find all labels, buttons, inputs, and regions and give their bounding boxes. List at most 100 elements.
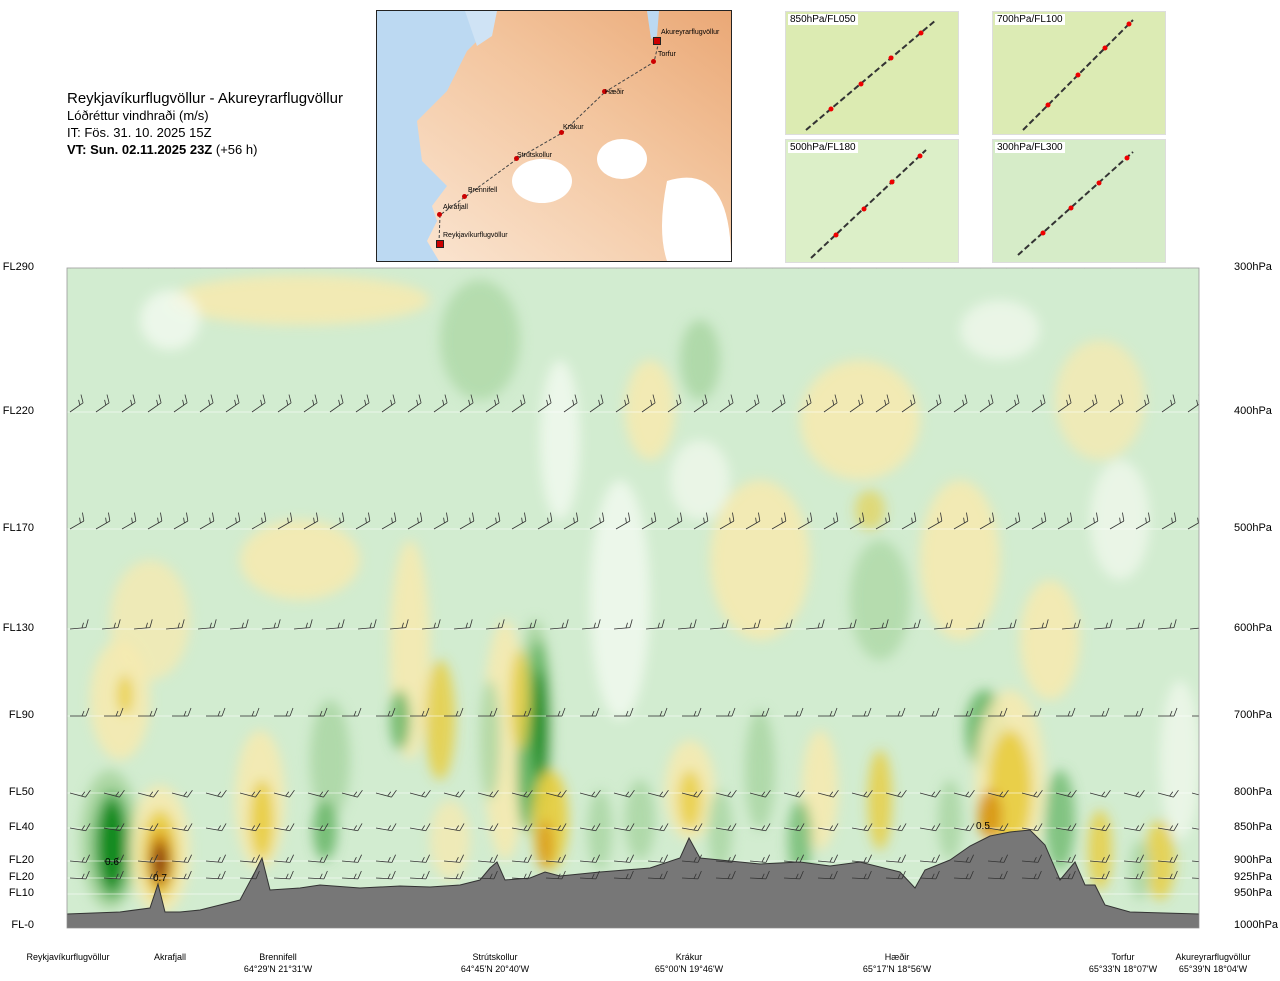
minimap-500[interactable]: 500hPa/FL180	[785, 139, 959, 263]
wind-barb	[355, 394, 370, 413]
minimap-850[interactable]: 850hPa/FL050	[785, 11, 959, 135]
map-marker-torfur	[651, 59, 656, 64]
vertical-wind-contour	[625, 360, 675, 460]
wind-barb	[1157, 823, 1179, 832]
wind-barb	[342, 707, 362, 717]
flight-level-label: FL170	[2, 522, 34, 534]
vertical-wind-contour	[680, 320, 720, 400]
wind-barb	[69, 854, 90, 863]
wind-barb	[615, 394, 630, 413]
vertical-wind-contour	[708, 790, 732, 870]
wind-barb	[1057, 512, 1073, 530]
wind-barb	[849, 512, 865, 530]
map-marker-brennifell	[462, 194, 467, 199]
wind-barb	[771, 268, 785, 269]
vertical-wind-contour	[1020, 580, 1080, 700]
pressure-level-label: 900hPa	[1234, 854, 1272, 866]
flight-level-label: FL50	[8, 786, 34, 798]
wind-barb	[433, 394, 448, 413]
vertical-wind-contour	[920, 480, 1000, 640]
wind-barb	[987, 789, 1009, 798]
wind-barb	[1191, 877, 1199, 880]
vertical-wind-contour	[99, 800, 125, 890]
wind-barb	[1055, 854, 1076, 863]
wind-barb	[104, 707, 124, 717]
wind-barb	[511, 512, 527, 530]
wind-barb	[783, 823, 805, 832]
flight-level-label: FL130	[2, 622, 34, 634]
wind-barb	[1005, 268, 1019, 269]
wind-barb	[579, 789, 601, 798]
wind-barb	[549, 619, 569, 630]
wind-barb	[1029, 619, 1049, 630]
wind-barb	[613, 854, 634, 863]
minimap-700[interactable]: 700hPa/FL100	[992, 11, 1166, 135]
wind-barb	[1090, 707, 1110, 717]
wind-barb	[389, 619, 409, 630]
vertical-wind-contour	[430, 800, 470, 880]
wind-barb	[95, 512, 111, 530]
wind-barb	[1021, 823, 1043, 832]
wind-barb	[341, 854, 362, 863]
wind-barb	[885, 854, 906, 863]
wind-barb	[95, 394, 110, 413]
vertical-wind-contour	[1055, 340, 1145, 460]
wind-barb	[147, 394, 162, 413]
wind-barb	[205, 789, 227, 798]
wind-barb	[1125, 619, 1145, 630]
wind-barb	[239, 823, 261, 832]
map-marker-rvk	[436, 240, 444, 248]
wind-barb	[563, 512, 579, 530]
station-label: Hæðir 65°17'N 18°56'W	[862, 952, 932, 974]
minimap-label: 850hPa/FL050	[788, 14, 858, 25]
wind-barb	[823, 394, 838, 413]
station-label: Krákur 65°00'N 19°46'W	[654, 952, 724, 974]
wind-barb	[341, 870, 362, 880]
wind-barb	[901, 512, 917, 530]
wind-barb	[885, 870, 906, 880]
wind-barb	[138, 707, 158, 717]
vertical-wind-contour	[425, 660, 455, 780]
wind-barb	[849, 268, 863, 269]
wind-barb	[173, 268, 187, 269]
wind-barb	[407, 512, 423, 530]
wind-barb	[307, 789, 329, 798]
wind-barb	[784, 707, 804, 717]
wind-barb	[225, 268, 239, 269]
wind-barb	[749, 854, 770, 863]
wind-barb	[1191, 827, 1199, 832]
wind-barb	[251, 268, 265, 269]
wind-barb	[171, 789, 193, 798]
wind-barb	[546, 707, 566, 717]
wind-barb	[375, 854, 396, 863]
vertical-wind-contour	[678, 770, 702, 830]
wind-barb	[927, 512, 943, 530]
vertical-wind-contour	[588, 790, 612, 870]
wind-barb	[147, 268, 161, 269]
wind-barb	[875, 268, 889, 269]
vertical-wind-contour	[978, 790, 1002, 840]
wind-barb	[70, 707, 90, 717]
wind-barb	[277, 512, 293, 530]
wind-barb	[745, 268, 759, 269]
wind-barb	[749, 870, 770, 880]
wind-barb	[852, 707, 872, 717]
wind-barb	[979, 394, 994, 413]
wind-barb	[409, 870, 430, 880]
wind-barb	[1031, 268, 1045, 269]
vertical-wind-contour	[1145, 820, 1175, 900]
wind-barb	[1083, 512, 1099, 530]
wind-barb	[641, 394, 656, 413]
wind-barb	[137, 854, 158, 863]
wind-barb	[901, 268, 915, 269]
wind-barb	[477, 870, 498, 880]
wind-barb	[171, 823, 193, 832]
wind-barb	[103, 870, 124, 880]
minimap-300[interactable]: 300hPa/FL300	[992, 139, 1166, 263]
wind-barb	[615, 512, 631, 530]
wind-barb	[121, 394, 136, 413]
wind-barb	[783, 789, 805, 798]
wind-barb	[537, 512, 553, 530]
wind-barb	[614, 707, 634, 717]
vertical-wind-contour	[802, 730, 838, 850]
